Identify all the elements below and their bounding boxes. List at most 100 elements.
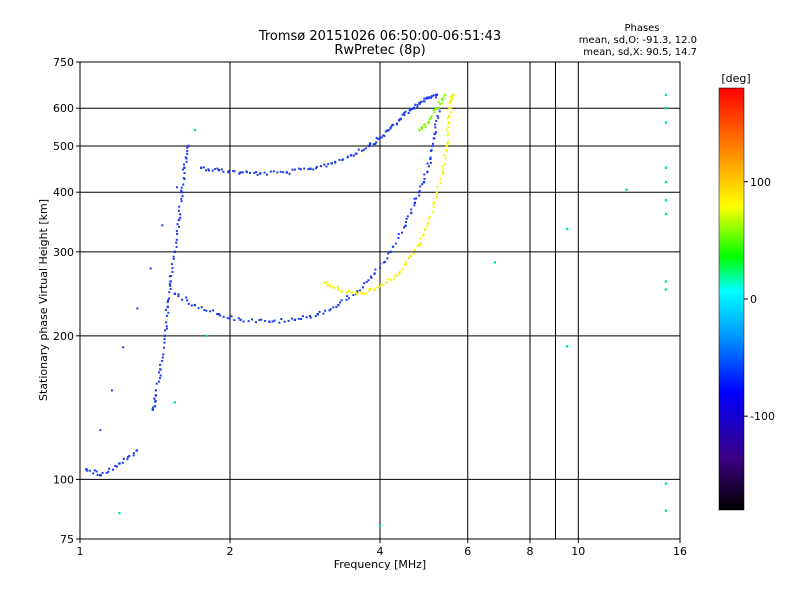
data-point	[203, 309, 206, 312]
data-point	[153, 397, 156, 400]
x-axis-label: Frequency [MHz]	[334, 558, 426, 571]
data-point	[287, 319, 290, 322]
data-point	[352, 294, 355, 297]
data-point	[207, 168, 210, 171]
data-point	[182, 163, 185, 166]
data-point	[433, 137, 436, 140]
data-point	[177, 293, 180, 296]
data-point	[380, 284, 383, 287]
data-point	[418, 128, 421, 132]
data-point	[432, 142, 435, 145]
data-point	[278, 321, 281, 324]
data-points	[85, 93, 668, 527]
data-point	[255, 171, 258, 174]
data-point	[420, 125, 423, 128]
y-tick-label: 300	[53, 246, 74, 259]
data-point	[326, 284, 329, 287]
data-point	[200, 306, 203, 309]
data-point	[372, 143, 375, 146]
data-point	[177, 218, 181, 222]
data-point	[364, 147, 367, 150]
data-point	[379, 262, 382, 265]
data-point	[205, 334, 209, 338]
data-point	[187, 144, 190, 148]
data-point	[163, 341, 166, 344]
data-point	[447, 126, 450, 129]
data-point	[391, 245, 394, 248]
series-4	[418, 93, 447, 132]
data-point	[361, 286, 364, 289]
data-point	[365, 280, 368, 283]
data-point	[159, 368, 162, 371]
x-tick-label: 4	[377, 545, 384, 558]
data-point	[404, 224, 407, 228]
series-0	[199, 93, 438, 176]
data-point	[333, 287, 336, 290]
data-point	[429, 157, 432, 161]
data-point	[403, 226, 406, 229]
data-point	[355, 292, 359, 295]
data-point	[323, 281, 327, 285]
data-point	[416, 245, 419, 248]
data-point	[439, 181, 442, 184]
data-point	[382, 134, 385, 137]
data-point	[410, 208, 413, 211]
data-point	[361, 292, 364, 295]
data-point	[424, 123, 427, 126]
data-point	[300, 317, 303, 320]
data-point	[315, 167, 318, 170]
data-point	[99, 474, 102, 477]
data-point	[180, 189, 183, 192]
data-point	[239, 318, 242, 322]
data-point	[422, 123, 425, 126]
data-point	[93, 469, 96, 472]
data-point	[177, 295, 180, 298]
data-point	[186, 150, 189, 153]
data-point	[181, 195, 184, 198]
data-point	[168, 275, 171, 278]
data-point	[355, 290, 359, 293]
data-point	[394, 242, 397, 245]
data-point	[441, 165, 444, 168]
data-point	[309, 316, 312, 319]
data-point	[118, 462, 121, 465]
data-point	[434, 96, 437, 99]
data-point	[403, 111, 406, 114]
data-point	[247, 320, 250, 323]
data-point	[241, 171, 244, 174]
data-point	[164, 329, 167, 332]
grid-lines	[79, 62, 681, 539]
data-point	[347, 297, 350, 300]
colorbar-tick-label: 0	[750, 293, 757, 306]
data-point	[108, 467, 111, 470]
data-point	[431, 95, 434, 98]
data-point	[305, 316, 308, 319]
data-point	[170, 274, 173, 277]
data-point	[394, 274, 397, 277]
data-point	[158, 371, 161, 374]
data-point	[428, 96, 431, 99]
data-point	[154, 405, 157, 408]
data-point	[410, 255, 413, 258]
data-point	[426, 171, 429, 174]
data-point	[271, 320, 274, 323]
data-point	[445, 144, 449, 148]
data-point	[565, 227, 569, 231]
data-point	[180, 186, 183, 189]
data-point	[86, 469, 89, 472]
data-point	[398, 272, 401, 275]
data-point	[193, 303, 197, 307]
data-point	[197, 307, 200, 310]
data-point	[443, 162, 446, 165]
stats-header: Phases	[624, 23, 659, 34]
data-point	[208, 169, 211, 172]
data-point	[154, 394, 158, 397]
data-point	[173, 250, 177, 254]
data-point	[401, 268, 404, 271]
data-point	[154, 389, 157, 392]
data-point	[226, 317, 229, 320]
data-point	[233, 319, 236, 322]
data-point	[664, 180, 668, 184]
data-point	[352, 154, 355, 157]
data-point	[184, 156, 187, 159]
